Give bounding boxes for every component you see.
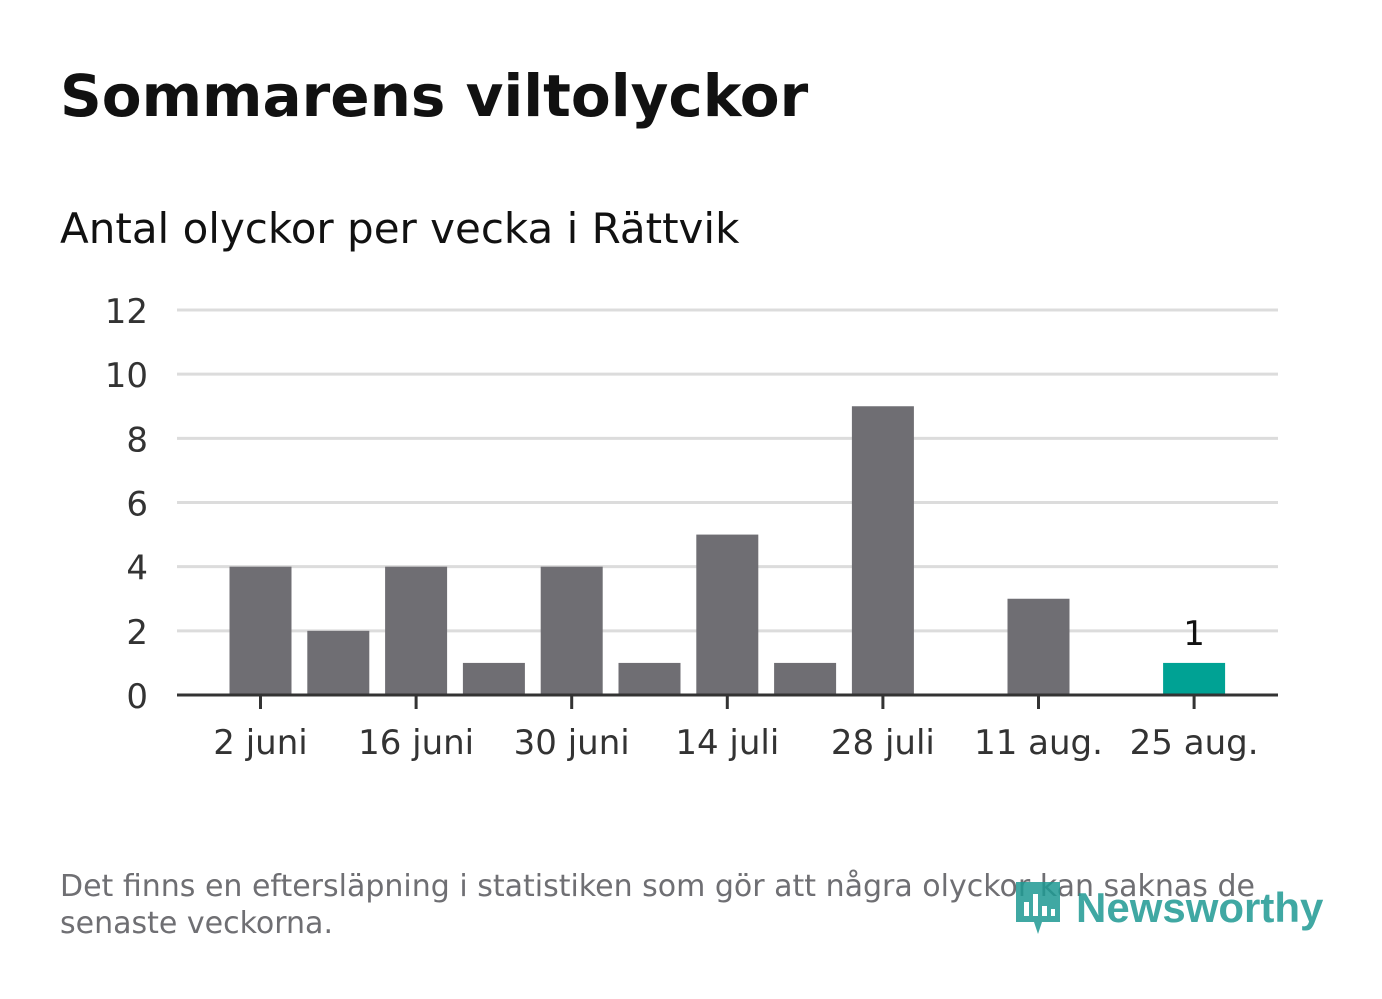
y-tick-label: 0	[126, 677, 148, 717]
y-tick-label: 6	[126, 485, 148, 525]
bar	[385, 566, 448, 695]
x-tick-label: 28 juli	[831, 723, 935, 763]
bar	[696, 534, 759, 695]
y-tick-label: 2	[126, 613, 148, 653]
newsworthy-logo-icon	[1016, 882, 1060, 934]
x-tick-label: 14 juli	[675, 723, 779, 763]
chart-title: Sommarens viltolyckor	[60, 62, 809, 130]
brand-logo: Newsworthy	[1012, 878, 1323, 938]
bar	[229, 566, 292, 695]
y-tick-label: 12	[105, 292, 148, 332]
bar	[618, 662, 681, 695]
x-tick-label: 16 juni	[358, 723, 474, 763]
bar-chart: 0 2 4 6 8 10 12 2 juni 16 juni 30 juni 14 juli 28 j…	[105, 292, 1278, 763]
brand-name: Newsworthy	[1076, 884, 1324, 931]
data-label: 1	[1183, 614, 1205, 654]
bar	[851, 406, 914, 695]
bar	[540, 566, 603, 695]
y-tick-label: 8	[126, 420, 148, 460]
x-tick-label: 11 aug.	[974, 723, 1103, 763]
x-tick-label: 25 aug.	[1130, 723, 1259, 763]
y-tick-label: 10	[105, 356, 148, 396]
chart-subtitle: Antal olyckor per vecka i Rättvik	[60, 204, 740, 253]
bar	[462, 662, 525, 695]
y-tick-label: 4	[126, 549, 148, 589]
bar	[1163, 662, 1226, 695]
bar	[1007, 598, 1070, 695]
x-tick-label: 30 juni	[514, 723, 630, 763]
bar	[307, 630, 370, 695]
bar	[774, 662, 837, 695]
x-tick-label: 2 juni	[213, 723, 307, 763]
